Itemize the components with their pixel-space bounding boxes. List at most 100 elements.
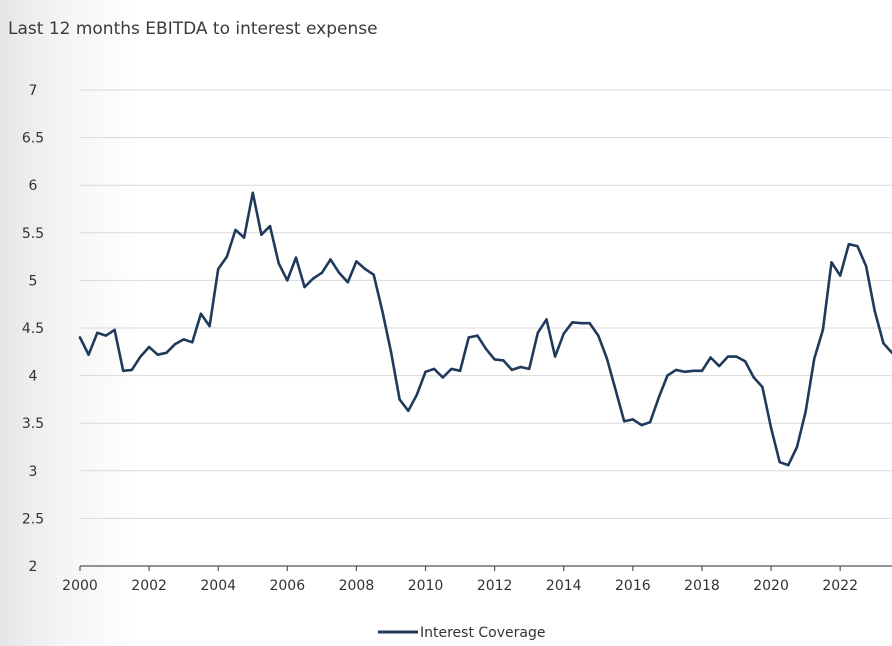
y-tick-label: 3.5 <box>22 416 44 432</box>
data-point <box>147 345 151 349</box>
data-point <box>640 423 643 427</box>
data-point <box>165 351 168 354</box>
data-point <box>847 243 850 246</box>
data-point <box>605 357 609 360</box>
data-point <box>683 370 686 373</box>
x-tick-label: 2022 <box>822 578 858 594</box>
data-point <box>87 353 90 356</box>
y-tick-label: 6 <box>29 178 38 194</box>
data-point <box>130 368 133 372</box>
series-line-interest-coverage <box>78 191 892 467</box>
data-point <box>225 255 229 258</box>
data-point <box>528 367 531 371</box>
data-point <box>234 228 237 232</box>
y-tick-labels: 2 2.5 3 3.5 4 4.5 5 5.5 6 6.5 7 <box>22 83 44 575</box>
data-point <box>251 191 254 194</box>
data-point <box>346 281 349 284</box>
data-point <box>519 365 522 369</box>
y-tick-label: 4 <box>29 369 38 385</box>
data-point <box>320 271 324 274</box>
data-point <box>666 374 669 377</box>
data-point <box>424 370 427 373</box>
data-point <box>856 244 859 248</box>
data-point <box>476 334 479 337</box>
data-point <box>553 355 557 358</box>
data-point <box>648 421 652 424</box>
data-point <box>199 312 203 315</box>
data-point <box>104 334 108 337</box>
x-tick-labels: 2000 2002 2004 2006 2008 2010 2012 2014 2016 2018… <box>62 578 858 594</box>
y-tick-label: 2.5 <box>22 511 44 527</box>
data-point <box>657 396 660 399</box>
data-point <box>597 334 600 337</box>
data-point <box>96 331 99 334</box>
data-point <box>182 338 185 341</box>
data-point <box>562 332 565 335</box>
series-layer <box>78 191 892 467</box>
data-point <box>329 258 332 261</box>
data-point <box>778 461 781 464</box>
data-point <box>467 336 470 339</box>
data-point <box>735 355 738 358</box>
data-point <box>761 385 764 389</box>
data-point <box>787 463 790 467</box>
y-tick-label: 5 <box>29 273 38 289</box>
data-point <box>502 359 505 362</box>
x-tick-label: 2014 <box>546 578 582 594</box>
x-tick-label: 2018 <box>684 578 720 594</box>
data-point <box>752 376 755 379</box>
y-tick-label: 5.5 <box>22 226 44 242</box>
x-tick-label: 2006 <box>269 578 305 594</box>
data-point <box>407 409 410 412</box>
data-point <box>718 364 721 368</box>
data-point <box>122 369 125 372</box>
gridlines <box>80 89 892 519</box>
data-point <box>372 273 375 276</box>
data-point <box>545 318 548 321</box>
data-point <box>873 309 876 313</box>
data-point <box>139 355 142 358</box>
data-point <box>286 279 289 282</box>
y-tick-label: 6.5 <box>22 131 44 147</box>
x-tick-label: 2020 <box>753 578 789 594</box>
data-point <box>363 267 367 271</box>
data-point <box>355 260 358 263</box>
data-point <box>217 267 220 271</box>
data-point <box>156 353 159 356</box>
data-point <box>674 368 678 372</box>
data-point <box>337 271 341 274</box>
x-tick-label: 2000 <box>62 578 98 594</box>
x-tick-label: 2010 <box>408 578 444 594</box>
data-point <box>700 369 704 372</box>
data-point <box>113 328 116 332</box>
data-point <box>303 285 306 289</box>
data-point <box>277 262 280 265</box>
data-point <box>579 322 583 325</box>
data-point <box>268 224 272 228</box>
data-point <box>821 328 825 332</box>
data-point <box>795 445 799 449</box>
data-point <box>191 341 194 344</box>
legend: Interest Coverage <box>378 625 545 641</box>
data-point <box>173 343 177 346</box>
data-point <box>510 368 514 372</box>
data-point <box>804 410 807 413</box>
data-point <box>709 356 712 359</box>
y-tick-label: 3 <box>29 464 38 480</box>
data-point <box>381 309 384 313</box>
data-point <box>864 264 868 268</box>
data-point <box>78 336 82 339</box>
data-point <box>208 324 211 328</box>
data-point <box>536 331 539 334</box>
data-point <box>830 261 833 264</box>
data-point <box>726 355 730 358</box>
y-tick-label: 7 <box>29 83 38 99</box>
data-point <box>813 357 816 360</box>
data-point <box>588 322 591 325</box>
data-point <box>294 256 298 259</box>
x-tick-label: 2002 <box>131 578 167 594</box>
data-point <box>769 426 773 430</box>
data-point <box>839 274 842 277</box>
data-point <box>631 418 635 421</box>
